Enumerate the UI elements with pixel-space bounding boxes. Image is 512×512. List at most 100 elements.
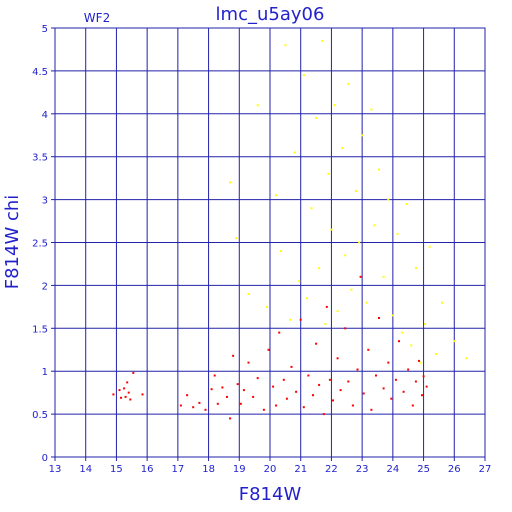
data-point-red <box>118 389 121 392</box>
data-point-yellow <box>378 168 380 171</box>
data-point-red <box>282 378 285 381</box>
data-point-red <box>210 388 213 391</box>
data-point-red <box>332 399 334 402</box>
data-point-yellow <box>344 254 347 257</box>
data-point-red <box>127 391 130 394</box>
data-point-yellow <box>347 82 350 85</box>
data-point-red <box>129 398 132 401</box>
data-point-red <box>236 383 239 386</box>
data-point-red <box>252 395 255 398</box>
data-point-red <box>367 348 370 351</box>
x-tick-label: 22 <box>325 464 338 475</box>
data-point-red <box>411 404 414 407</box>
data-point-yellow <box>318 267 321 270</box>
data-point-red <box>318 383 321 386</box>
data-point-red <box>141 393 144 396</box>
data-point-yellow <box>298 280 301 283</box>
x-tick-label: 21 <box>294 464 307 475</box>
data-point-red <box>216 402 219 405</box>
data-point-red <box>247 361 250 364</box>
x-tick-label: 15 <box>110 464 123 475</box>
data-point-red <box>378 317 380 319</box>
data-point-red <box>120 396 122 399</box>
data-point-yellow <box>350 288 353 291</box>
y-tick-label: 0.5 <box>32 410 48 421</box>
grid <box>54 27 486 458</box>
data-point-yellow <box>324 323 327 325</box>
data-point-yellow <box>330 228 333 231</box>
y-tick-label: 4 <box>42 110 48 121</box>
data-point-red <box>126 381 129 384</box>
data-point-red <box>186 394 189 397</box>
data-point-red <box>124 395 127 398</box>
data-point-red <box>132 371 135 374</box>
data-point-yellow <box>419 361 422 364</box>
data-point-red <box>356 368 359 371</box>
chart-title: lmc_u5ay06 <box>216 4 325 25</box>
data-point-yellow <box>336 310 339 313</box>
x-tick-label: 24 <box>386 464 399 475</box>
data-point-red <box>285 397 288 400</box>
x-tick-label: 16 <box>141 464 154 475</box>
chip-label: WF2 <box>84 11 110 25</box>
x-tick-label: 27 <box>479 464 492 475</box>
data-point-red <box>229 417 232 420</box>
data-point-yellow <box>405 202 408 205</box>
data-point-yellow <box>235 237 238 240</box>
data-point-red <box>322 413 325 416</box>
data-point-yellow <box>391 314 394 317</box>
data-point-red <box>387 361 390 364</box>
data-point-red <box>226 395 228 398</box>
data-point-red <box>221 386 224 389</box>
y-tick-label: 4.5 <box>32 67 48 78</box>
data-point-yellow <box>424 323 427 325</box>
data-point-red <box>307 374 310 377</box>
data-point-yellow <box>275 194 278 197</box>
data-point-red <box>390 397 393 400</box>
data-point-yellow <box>305 297 308 300</box>
data-point-yellow <box>293 151 296 154</box>
data-point-yellow <box>289 318 291 321</box>
data-point-red <box>425 385 428 388</box>
data-point-red <box>198 401 201 404</box>
data-point-red <box>312 394 314 397</box>
x-tick-label: 26 <box>448 464 461 475</box>
data-point-red <box>275 404 278 407</box>
data-point-red <box>256 377 259 380</box>
y-tick-label: 2 <box>42 281 48 292</box>
data-point-yellow <box>441 301 443 304</box>
x-tick-label: 17 <box>171 464 184 475</box>
data-point-red <box>407 368 410 371</box>
data-point-red <box>112 393 115 396</box>
data-point-yellow <box>358 241 361 244</box>
data-point-yellow <box>310 207 313 210</box>
y-axis-ticks: 0 0.5 1 1.5 2 2.5 3 3.5 4 4.5 5 <box>32 24 55 464</box>
data-point-red <box>242 389 245 392</box>
data-point-yellow <box>414 267 417 270</box>
x-tick-label: 25 <box>417 464 430 475</box>
data-point-yellow <box>315 117 318 120</box>
x-axis-label: F814W <box>239 484 302 505</box>
data-point-yellow <box>428 245 431 248</box>
data-point-red <box>295 390 298 393</box>
x-tick-label: 13 <box>49 464 62 475</box>
data-point-yellow <box>365 301 368 304</box>
data-point-red <box>351 404 354 407</box>
data-point-red <box>267 348 270 351</box>
x-tick-label: 14 <box>79 464 92 475</box>
data-point-yellow <box>256 104 259 107</box>
x-tick-label: 18 <box>202 464 215 475</box>
y-tick-label: 0 <box>42 453 48 464</box>
data-points <box>112 39 468 420</box>
data-point-red <box>272 385 275 388</box>
data-point-red <box>328 378 331 381</box>
y-tick-label: 1.5 <box>32 324 48 335</box>
data-point-yellow <box>355 190 357 192</box>
data-point-yellow <box>284 44 287 47</box>
data-point-red <box>394 378 397 381</box>
data-point-red <box>232 354 235 357</box>
y-tick-label: 2.5 <box>32 239 48 250</box>
data-point-yellow <box>302 74 305 77</box>
data-point-red <box>278 331 281 334</box>
